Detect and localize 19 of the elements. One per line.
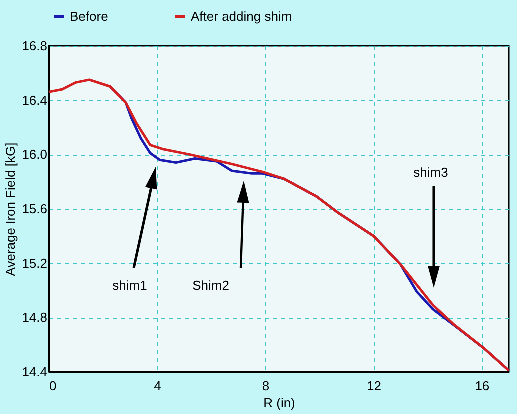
y-tick-label: 15.2 (22, 256, 48, 271)
annotation: shim1 (112, 278, 148, 293)
legend-label: After adding shim (191, 8, 292, 24)
x-axis-title: R (in) (264, 396, 296, 410)
y-tick-label: 16.4 (22, 92, 48, 108)
legend-label: Before (70, 8, 108, 24)
y-tick-label: 15.6 (22, 202, 48, 216)
annotation: Shim2 (192, 278, 230, 293)
y-tick-label: 16.0 (22, 147, 48, 162)
y-tick-label: 16.8 (22, 38, 48, 54)
y-tick-label: 14.8 (22, 310, 48, 326)
x-tick-label: 12 (366, 378, 382, 394)
annotation: shim3 (414, 165, 448, 180)
x-tick-label: 0 (50, 378, 57, 394)
x-tick-label: 4 (154, 378, 162, 394)
y-tick-label: 14.4 (22, 364, 48, 380)
y-axis-title: Average Iron Field [kG] (3, 142, 18, 276)
x-tick-label: 8 (262, 378, 270, 394)
x-tick-label: 16 (475, 378, 490, 394)
